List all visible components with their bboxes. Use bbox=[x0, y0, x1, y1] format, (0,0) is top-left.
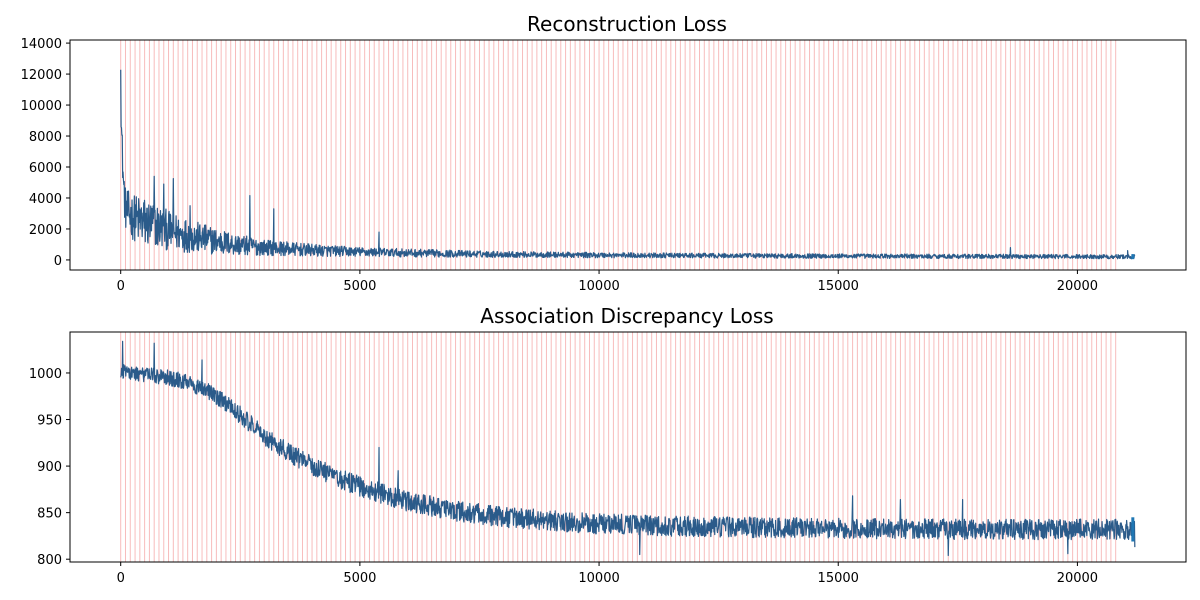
y-axis: 800 850 900 950 1000 bbox=[29, 367, 70, 568]
association-discrepancy-loss-panel: Association Discrepancy Loss 0 5000 10000 1… bbox=[29, 304, 1187, 586]
x-tick-label: 5000 bbox=[343, 279, 376, 294]
loss-line bbox=[120, 340, 1136, 557]
x-tick-label: 15000 bbox=[818, 571, 859, 586]
x-tick-label: 5000 bbox=[343, 571, 376, 586]
y-tick-label: 900 bbox=[37, 460, 62, 475]
loss-line bbox=[120, 69, 1136, 260]
x-axis: 0 5000 10000 15000 20000 bbox=[117, 270, 1098, 294]
x-tick-label: 0 bbox=[117, 571, 125, 586]
x-tick-label: 20000 bbox=[1057, 571, 1098, 586]
y-axis: 0 2000 4000 6000 8000 10000 12000 14000 bbox=[21, 37, 70, 269]
y-tick-label: 14000 bbox=[21, 37, 62, 52]
y-tick-label: 10000 bbox=[21, 99, 62, 114]
x-tick-label: 10000 bbox=[578, 571, 619, 586]
y-tick-label: 950 bbox=[37, 414, 62, 429]
y-tick-label: 12000 bbox=[21, 68, 62, 83]
y-tick-label: 4000 bbox=[29, 192, 62, 207]
loss-series bbox=[120, 69, 1136, 260]
plot-frame bbox=[69, 331, 1187, 563]
chart-title: Reconstruction Loss bbox=[527, 12, 727, 36]
loss-series bbox=[120, 340, 1136, 557]
y-tick-label: 800 bbox=[37, 553, 62, 568]
x-tick-label: 20000 bbox=[1057, 279, 1098, 294]
y-tick-label: 8000 bbox=[29, 130, 62, 145]
chart-title: Association Discrepancy Loss bbox=[480, 304, 773, 328]
x-tick-label: 0 bbox=[117, 279, 125, 294]
x-axis: 0 5000 10000 15000 20000 bbox=[117, 562, 1098, 586]
x-tick-label: 15000 bbox=[818, 279, 859, 294]
reconstruction-loss-panel: Reconstruction Loss 0 5000 10000 15000 20000… bbox=[21, 12, 1187, 294]
y-tick-label: 6000 bbox=[29, 161, 62, 176]
y-tick-label: 0 bbox=[54, 254, 62, 269]
y-tick-label: 850 bbox=[37, 507, 62, 522]
plot-frame bbox=[69, 39, 1187, 271]
y-tick-label: 2000 bbox=[29, 223, 62, 238]
x-tick-label: 10000 bbox=[578, 279, 619, 294]
y-tick-label: 1000 bbox=[29, 367, 62, 382]
